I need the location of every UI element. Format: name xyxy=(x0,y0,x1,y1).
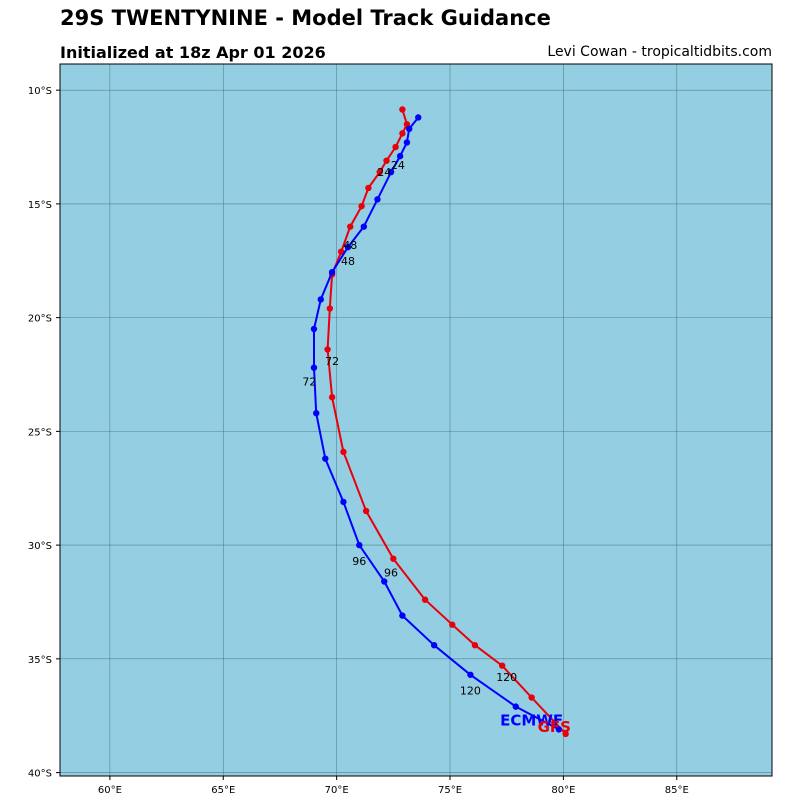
ecmwf-track-point xyxy=(555,726,563,733)
ecmwf-hour-label: 96 xyxy=(352,555,366,568)
chart-credit: Levi Cowan - tropicaltidbits.com xyxy=(547,44,772,60)
map-frame xyxy=(59,63,773,777)
gfs-track-point xyxy=(365,184,372,192)
ecmwf-track-point xyxy=(387,168,395,176)
x-tick-label: 75°E xyxy=(438,785,462,796)
gfs-hour-label: 120 xyxy=(496,671,517,684)
gfs-track-point xyxy=(471,642,479,649)
gfs-track-point xyxy=(392,143,399,151)
map-ocean-background xyxy=(60,64,772,776)
ecmwf-track-point xyxy=(403,139,411,146)
ecmwf-track-point xyxy=(356,541,363,549)
gfs-track-point xyxy=(362,507,370,515)
chart-title: 29S TWENTYNINE - Model Track Guidance xyxy=(60,6,551,30)
ecmwf-track-point xyxy=(405,125,413,133)
gfs-track-point xyxy=(399,106,406,113)
axis-ticks: 60°E 65°E 70°E 75°E 80°E 85°E 10°S 15°S 20°S 25°S… xyxy=(28,86,689,796)
gfs-track-point xyxy=(383,157,390,164)
gfs-track-point xyxy=(390,555,397,562)
ecmwf-track-point xyxy=(310,325,318,333)
gfs-track-point xyxy=(358,202,365,210)
ecmwf-hour-label: 24 xyxy=(391,159,405,172)
ecmwf-track-point xyxy=(340,498,347,506)
y-tick-label: 10°S xyxy=(28,86,52,97)
y-tick-label: 20°S xyxy=(28,314,52,325)
ecmwf-track-point xyxy=(322,455,329,462)
ecmwf-hour-label: 72 xyxy=(302,375,316,388)
y-tick-label: 25°S xyxy=(28,427,52,438)
ecmwf-model-label: ECMWF xyxy=(500,711,563,729)
gfs-track-point xyxy=(328,394,336,401)
ecmwf-track-point xyxy=(374,196,381,203)
x-tick-label: 80°E xyxy=(551,785,575,796)
gfs-hour-label: 48 xyxy=(343,239,357,252)
gfs-hour-label: 96 xyxy=(384,566,398,579)
ecmwf-track-point xyxy=(512,703,519,710)
gfs-track-point xyxy=(376,168,383,176)
x-tick-label: 60°E xyxy=(98,785,122,796)
gfs-hour-label: 72 xyxy=(325,355,339,368)
ecmwf-track-point xyxy=(310,364,318,371)
chart-subtitle: Initialized at 18z Apr 01 2026 xyxy=(60,43,326,62)
x-tick-label: 65°E xyxy=(211,785,235,796)
gfs-track-point xyxy=(562,730,569,738)
gfs-track-point xyxy=(337,248,345,255)
gfs-track-point xyxy=(324,346,331,353)
gfs-track-point xyxy=(326,305,334,312)
ecmwf-track-point xyxy=(381,578,388,585)
ecmwf-track-point xyxy=(317,296,324,303)
gfs-hour-label: 24 xyxy=(377,166,391,179)
ecmwf-track-point xyxy=(328,268,336,276)
gfs-track-point xyxy=(449,621,456,628)
y-tick-label: 30°S xyxy=(28,541,52,552)
gfs-track-point xyxy=(421,596,429,603)
ecmwf-track-point xyxy=(344,243,352,251)
y-tick-label: 35°S xyxy=(28,655,52,666)
ecmwf-track-point xyxy=(396,152,404,160)
gfs-track-point xyxy=(528,694,535,701)
gfs-track-point xyxy=(399,130,406,137)
gfs-track-point xyxy=(340,448,347,456)
ecmwf-track-line xyxy=(313,116,560,731)
gfs-track-point xyxy=(347,223,354,230)
x-tick-label: 70°E xyxy=(325,785,349,796)
gfs-track-point xyxy=(498,662,506,669)
model-tracks xyxy=(310,106,569,738)
ecmwf-track-point xyxy=(360,223,368,230)
ecmwf-hour-label: 120 xyxy=(460,685,481,698)
y-tick-label: 15°S xyxy=(28,200,52,211)
ecmwf-track-point xyxy=(399,612,406,619)
ecmwf-track-point xyxy=(313,409,320,417)
ecmwf-hour-label: 48 xyxy=(341,255,355,268)
x-tick-label: 85°E xyxy=(665,785,689,796)
ecmwf-track-point xyxy=(415,114,422,121)
ecmwf-track-point xyxy=(467,671,474,678)
gfs-model-label: GFS xyxy=(538,718,571,736)
y-tick-label: 40°S xyxy=(28,769,52,780)
ecmwf-track-point xyxy=(430,642,438,649)
